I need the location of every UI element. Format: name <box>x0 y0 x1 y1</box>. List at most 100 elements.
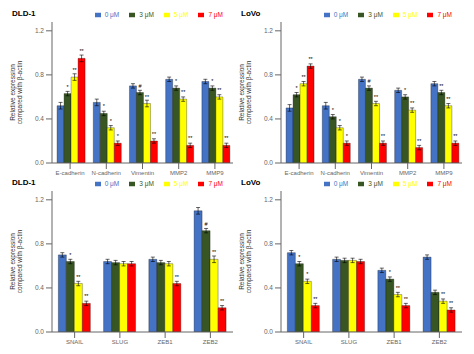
svg-text:0.4: 0.4 <box>264 284 273 291</box>
svg-text:1.2: 1.2 <box>264 196 273 203</box>
svg-text:**: ** <box>152 131 157 137</box>
html-text:7 μM: 7 μM <box>437 11 452 18</box>
html-text:LoVo: LoVo <box>241 178 261 187</box>
svg-text:**: ** <box>145 94 150 100</box>
html-text:7 μM: 7 μM <box>208 11 223 18</box>
svg-text:MMP9: MMP9 <box>206 170 224 176</box>
svg-text:1.2: 1.2 <box>35 196 44 203</box>
svg-text:*: * <box>103 103 106 109</box>
svg-text:SNAIL: SNAIL <box>66 339 84 345</box>
svg-text:*: * <box>346 133 349 139</box>
svg-text:*: * <box>389 269 392 275</box>
svg-text:0.0: 0.0 <box>35 159 44 166</box>
svg-text:0.4: 0.4 <box>264 115 273 122</box>
svg-text:0.8: 0.8 <box>35 71 44 78</box>
svg-text:Relative expressioncompared wi: Relative expressioncompared with β-actin <box>9 229 24 293</box>
svg-text:MMP9: MMP9 <box>435 170 453 176</box>
svg-text:**: ** <box>453 133 458 139</box>
svg-text:**: ** <box>181 89 186 95</box>
svg-text:0.4: 0.4 <box>35 284 44 291</box>
svg-text:0.8: 0.8 <box>264 71 273 78</box>
svg-text:MMP2: MMP2 <box>170 170 188 176</box>
svg-text:N-cadherin: N-cadherin <box>321 170 350 176</box>
svg-text:**: ** <box>441 291 446 297</box>
svg-text:E-cadherin: E-cadherin <box>56 170 85 176</box>
html-text:5 μM: 5 μM <box>402 11 418 18</box>
svg-text:#: # <box>138 83 142 89</box>
svg-text:**: ** <box>220 298 225 304</box>
svg-text:**: ** <box>224 135 229 141</box>
svg-text:**: ** <box>396 285 401 291</box>
svg-text:Vimentin: Vimentin <box>131 170 154 176</box>
svg-text:**: ** <box>374 94 379 100</box>
html-text:3 μM: 3 μM <box>139 11 154 18</box>
svg-text:**: ** <box>84 293 89 299</box>
svg-text:0.8: 0.8 <box>35 240 44 247</box>
svg-text:*: * <box>110 118 113 124</box>
svg-text:ZEB1: ZEB1 <box>387 339 403 345</box>
svg-text:N-cadherin: N-cadherin <box>92 170 121 176</box>
svg-text:**: ** <box>381 133 386 139</box>
html-text:3 μM: 3 μM <box>368 11 383 18</box>
svg-text:#: # <box>205 221 209 227</box>
svg-text:*: * <box>332 107 335 113</box>
svg-text:*: * <box>66 84 69 90</box>
svg-text:**: ** <box>449 300 454 306</box>
svg-text:**: ** <box>217 87 222 93</box>
svg-text:*: * <box>211 78 214 84</box>
html-text:5 μM: 5 μM <box>173 180 189 187</box>
html-text:LoVo: LoVo <box>241 9 261 18</box>
svg-text:*: * <box>295 85 298 91</box>
html-text:DLD-1: DLD-1 <box>12 178 36 187</box>
svg-text:#: # <box>367 78 371 84</box>
svg-text:**: ** <box>410 100 415 106</box>
svg-text:1.2: 1.2 <box>35 27 44 34</box>
svg-text:*: * <box>175 78 178 84</box>
svg-text:**: ** <box>175 274 180 280</box>
svg-text:SLUG: SLUG <box>341 339 358 345</box>
svg-text:Relative expressioncompared wi: Relative expressioncompared with β-actin <box>9 60 24 124</box>
svg-text:*: * <box>69 252 72 258</box>
svg-text:**: ** <box>76 274 81 280</box>
svg-text:*: * <box>117 133 120 139</box>
html-text:0 μM: 0 μM <box>333 11 349 18</box>
svg-text:0.8: 0.8 <box>264 240 273 247</box>
svg-text:0.0: 0.0 <box>35 328 44 335</box>
svg-text:*: * <box>339 118 342 124</box>
svg-text:**: ** <box>188 135 193 141</box>
html-text:7 μM: 7 μM <box>208 180 223 187</box>
svg-text:1.2: 1.2 <box>264 27 273 34</box>
html-text:5 μM: 5 μM <box>173 11 189 18</box>
svg-text:ZEB2: ZEB2 <box>432 339 448 345</box>
svg-text:SNAIL: SNAIL <box>295 339 313 345</box>
svg-text:**: ** <box>79 48 84 54</box>
svg-text:0.0: 0.0 <box>264 159 273 166</box>
svg-text:ZEB2: ZEB2 <box>203 339 219 345</box>
svg-text:ZEB1: ZEB1 <box>158 339 174 345</box>
svg-text:**: ** <box>404 296 409 302</box>
svg-text:*: * <box>404 87 407 93</box>
svg-text:MMP2: MMP2 <box>399 170 417 176</box>
svg-text:**: ** <box>446 96 451 102</box>
svg-text:0.4: 0.4 <box>35 115 44 122</box>
svg-text:**: ** <box>308 56 313 62</box>
html-text:0 μM: 0 μM <box>104 11 120 18</box>
svg-text:0.0: 0.0 <box>264 328 273 335</box>
svg-text:*: * <box>306 271 309 277</box>
svg-text:**: ** <box>313 296 318 302</box>
svg-text:**: ** <box>72 67 77 73</box>
svg-text:Relative expressioncompared wi: Relative expressioncompared with β-actin <box>238 229 253 293</box>
svg-text:E-cadherin: E-cadherin <box>285 170 314 176</box>
svg-text:Vimentin: Vimentin <box>360 170 383 176</box>
svg-text:SLUG: SLUG <box>112 339 129 345</box>
svg-text:**: ** <box>439 83 444 89</box>
svg-text:*: * <box>298 254 301 260</box>
svg-text:**: ** <box>417 138 422 144</box>
html-text:0 μM: 0 μM <box>104 180 120 187</box>
html-text:DLD-1: DLD-1 <box>12 9 36 18</box>
svg-text:**: ** <box>212 249 217 255</box>
svg-text:Relative expressioncompared wi: Relative expressioncompared with β-actin <box>238 60 253 124</box>
html-text:0 μM: 0 μM <box>333 180 349 187</box>
svg-text:**: ** <box>301 74 306 80</box>
html-text:3 μM: 3 μM <box>139 180 154 187</box>
